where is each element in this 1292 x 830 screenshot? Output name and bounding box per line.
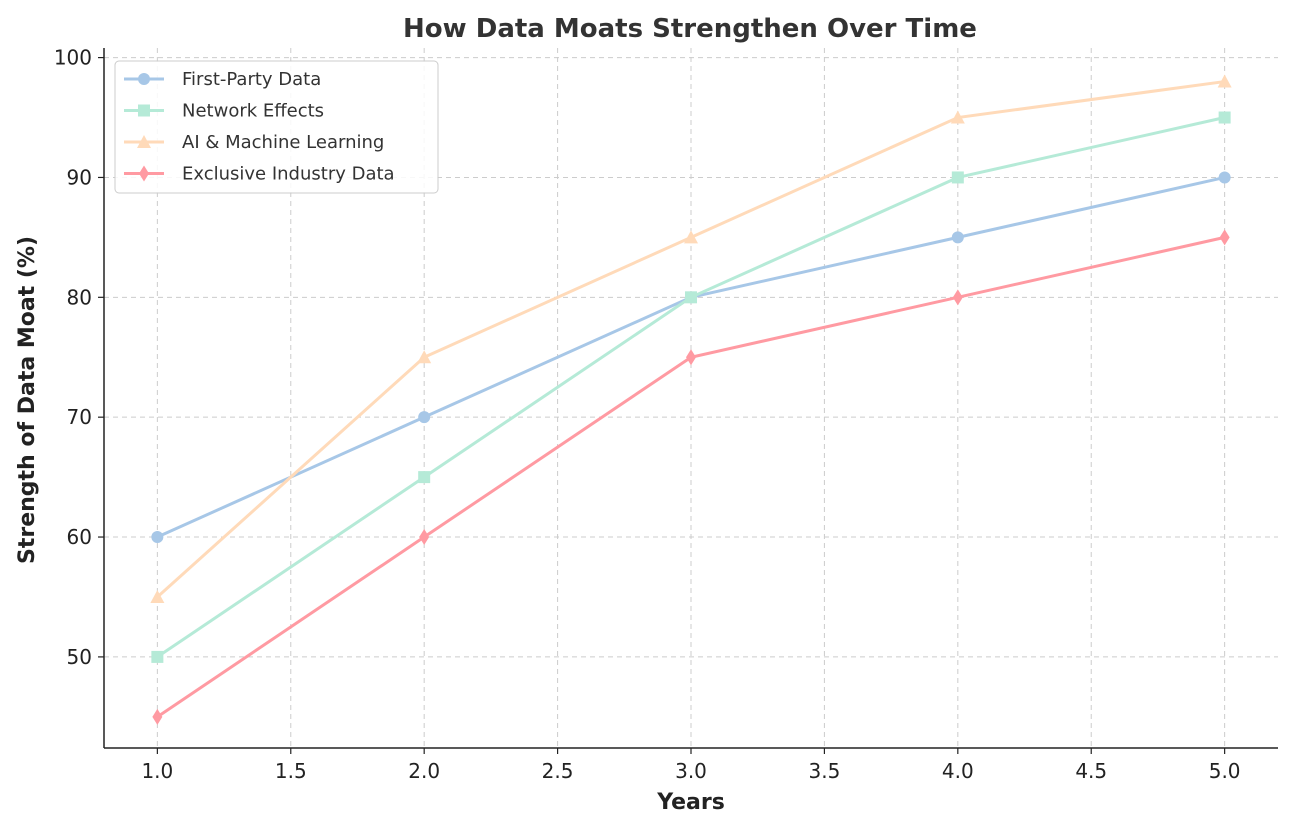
- data-point: [952, 289, 963, 306]
- data-point: [1218, 111, 1231, 124]
- data-point: [418, 471, 431, 484]
- data-point: [1218, 171, 1231, 184]
- legend-label: Network Effects: [182, 101, 324, 122]
- data-point: [151, 531, 164, 544]
- legend-marker: [138, 104, 150, 117]
- y-tick-label: 50: [67, 645, 92, 669]
- data-point: [951, 231, 964, 244]
- data-point: [951, 171, 964, 184]
- y-tick-label: 100: [54, 46, 92, 70]
- legend-marker: [138, 73, 150, 85]
- data-point: [1217, 74, 1232, 88]
- x-tick-label: 2.0: [408, 759, 440, 783]
- y-tick-label: 90: [67, 165, 92, 189]
- data-point: [1219, 229, 1230, 246]
- data-point: [418, 411, 431, 424]
- y-tick-label: 70: [67, 405, 92, 429]
- x-tick-label: 3.0: [675, 759, 707, 783]
- data-point: [419, 529, 430, 546]
- legend-label: AI & Machine Learning: [182, 132, 384, 153]
- x-axis-label: Years: [656, 790, 725, 815]
- x-tick-label: 1.0: [141, 759, 173, 783]
- legend-box: [114, 60, 439, 194]
- data-point: [950, 110, 965, 124]
- x-tick-label: 4.0: [942, 759, 974, 783]
- legend-marker: [137, 135, 151, 148]
- y-tick-label: 60: [67, 525, 92, 549]
- data-point: [686, 349, 696, 366]
- x-tick-label: 5.0: [1209, 759, 1241, 783]
- series-line: [156, 116, 1225, 659]
- x-tick-label: 1.5: [275, 759, 307, 783]
- chart-title: How Data Moats Strengthen Over Time: [403, 14, 977, 44]
- data-point: [684, 230, 698, 244]
- legend-label: Exclusive Industry Data: [182, 164, 395, 185]
- data-point: [417, 350, 432, 364]
- x-tick-label: 3.5: [809, 759, 841, 783]
- y-tick-label: 80: [67, 285, 92, 309]
- x-tick-label: 4.5: [1075, 759, 1107, 783]
- y-axis-label: Strength of Data Moat (%): [15, 236, 40, 564]
- data-point: [150, 589, 165, 603]
- data-point: [685, 291, 697, 304]
- legend-marker: [139, 165, 149, 182]
- data-point: [151, 650, 164, 663]
- data-point: [152, 708, 163, 725]
- legend-label: First-Party Data: [182, 69, 321, 90]
- x-tick-label: 2.5: [542, 759, 574, 783]
